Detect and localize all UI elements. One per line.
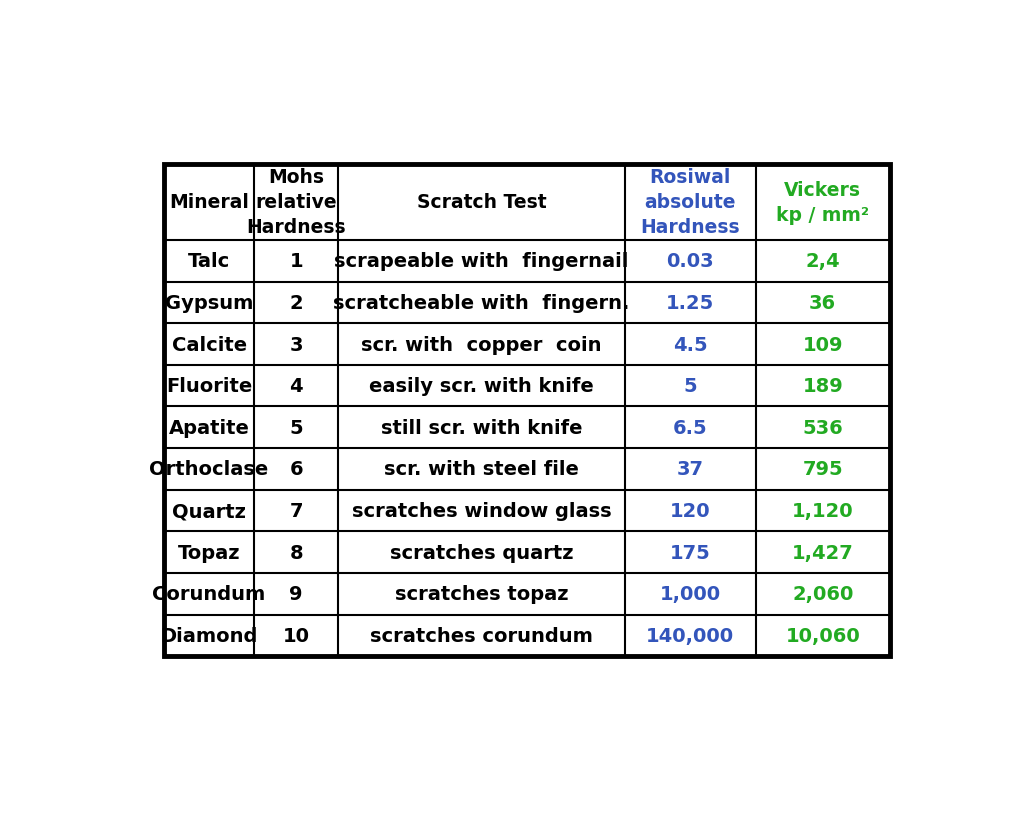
Text: Mineral: Mineral [169,193,249,212]
Text: Topaz: Topaz [178,543,241,562]
Text: 795: 795 [803,459,843,479]
Text: 109: 109 [803,335,843,354]
Text: still scr. with knife: still scr. with knife [381,419,583,437]
Text: 10,060: 10,060 [785,626,860,645]
Text: Rosiwal
absolute
Hardness: Rosiwal absolute Hardness [640,168,740,237]
Text: 10: 10 [283,626,309,645]
Text: scratcheable with  fingern.: scratcheable with fingern. [333,293,630,313]
Text: Corundum: Corundum [153,585,265,604]
Text: Vickers
kp / mm²: Vickers kp / mm² [776,181,869,224]
Text: 536: 536 [803,419,843,437]
Text: scr. with steel file: scr. with steel file [384,459,579,479]
Text: 1,427: 1,427 [792,543,854,562]
Text: 140,000: 140,000 [646,626,734,645]
Text: scratches corundum: scratches corundum [370,626,593,645]
Text: scratches topaz: scratches topaz [394,585,568,604]
Text: 6.5: 6.5 [673,419,708,437]
Text: scrapeable with  fingernail: scrapeable with fingernail [334,252,629,271]
Text: 1: 1 [290,252,303,271]
Text: Orthoclase: Orthoclase [150,459,268,479]
Text: Apatite: Apatite [169,419,250,437]
Text: Diamond: Diamond [161,626,258,645]
Text: scr. with  copper  coin: scr. with copper coin [361,335,602,354]
Text: 4.5: 4.5 [673,335,708,354]
Text: Mohs
relative
Hardness: Mohs relative Hardness [247,168,346,237]
Text: 5: 5 [683,377,697,396]
Bar [164,165,890,656]
Text: scratches window glass: scratches window glass [351,501,611,520]
Text: 6: 6 [290,459,303,479]
Text: easily scr. with knife: easily scr. with knife [369,377,594,396]
Text: 36: 36 [809,293,837,313]
Text: scratches quartz: scratches quartz [390,543,573,562]
Text: 7: 7 [290,501,303,520]
Text: 9: 9 [290,585,303,604]
Text: 8: 8 [290,543,303,562]
Text: Talc: Talc [188,252,230,271]
Text: Calcite: Calcite [172,335,247,354]
Text: 175: 175 [670,543,711,562]
Text: 2,4: 2,4 [805,252,840,271]
Text: 2: 2 [290,293,303,313]
Text: Scratch Test: Scratch Test [417,193,546,212]
Text: 1,120: 1,120 [792,501,853,520]
Text: 1,000: 1,000 [659,585,721,604]
Text: 2,060: 2,060 [792,585,853,604]
Text: 0.03: 0.03 [667,252,714,271]
Text: 4: 4 [290,377,303,396]
Text: 3: 3 [290,335,303,354]
Text: 5: 5 [290,419,303,437]
Text: 37: 37 [677,459,703,479]
Text: 120: 120 [670,501,711,520]
Text: Fluorite: Fluorite [166,377,252,396]
Text: Quartz: Quartz [172,501,246,520]
Text: Gypsum: Gypsum [165,293,253,313]
Text: 189: 189 [803,377,843,396]
Text: 1.25: 1.25 [666,293,715,313]
